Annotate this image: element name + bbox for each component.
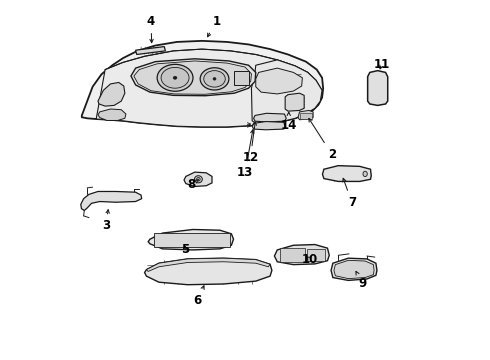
Ellipse shape <box>195 176 202 183</box>
Bar <box>280 248 304 262</box>
Text: 10: 10 <box>302 253 318 266</box>
Text: 1: 1 <box>208 15 220 37</box>
Polygon shape <box>96 49 322 127</box>
Ellipse shape <box>196 177 200 181</box>
Polygon shape <box>134 61 251 94</box>
Polygon shape <box>256 68 302 94</box>
Ellipse shape <box>173 76 177 79</box>
Text: 2: 2 <box>309 118 336 161</box>
Polygon shape <box>98 109 126 121</box>
Bar <box>300 113 312 119</box>
Polygon shape <box>252 122 285 130</box>
Ellipse shape <box>157 64 193 91</box>
Text: 4: 4 <box>147 15 155 42</box>
Polygon shape <box>145 258 272 285</box>
Text: 7: 7 <box>343 178 356 209</box>
Text: 5: 5 <box>181 243 189 256</box>
Ellipse shape <box>363 171 368 177</box>
Polygon shape <box>148 229 234 250</box>
Polygon shape <box>331 258 377 280</box>
Bar <box>153 233 230 247</box>
Ellipse shape <box>204 71 225 87</box>
Polygon shape <box>285 93 304 111</box>
Text: 9: 9 <box>356 271 367 291</box>
Polygon shape <box>274 244 329 265</box>
Polygon shape <box>136 46 166 54</box>
Text: 3: 3 <box>102 210 110 233</box>
Polygon shape <box>298 111 313 120</box>
Polygon shape <box>82 41 323 127</box>
Text: 8: 8 <box>187 178 198 191</box>
Polygon shape <box>81 192 142 211</box>
Text: 12: 12 <box>242 122 259 164</box>
Text: 14: 14 <box>281 112 297 132</box>
Polygon shape <box>334 260 374 279</box>
Bar <box>234 71 249 85</box>
Polygon shape <box>98 82 125 106</box>
Text: 11: 11 <box>374 58 390 71</box>
Text: 13: 13 <box>237 130 254 179</box>
Ellipse shape <box>213 78 216 80</box>
Polygon shape <box>184 172 212 186</box>
Text: 6: 6 <box>194 286 204 307</box>
Polygon shape <box>254 113 286 122</box>
Polygon shape <box>322 166 371 181</box>
Bar <box>307 249 325 261</box>
Polygon shape <box>251 60 322 125</box>
Polygon shape <box>131 59 256 96</box>
Polygon shape <box>147 258 270 271</box>
Ellipse shape <box>200 68 229 90</box>
Polygon shape <box>368 71 388 105</box>
Ellipse shape <box>161 67 189 88</box>
